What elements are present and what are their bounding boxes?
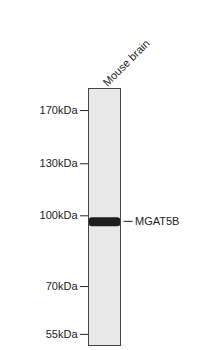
svg-text:170kDa: 170kDa — [40, 104, 79, 116]
svg-text:70kDa: 70kDa — [46, 280, 79, 292]
svg-text:MGAT5B: MGAT5B — [135, 215, 179, 227]
svg-text:55kDa: 55kDa — [46, 328, 79, 340]
svg-text:100kDa: 100kDa — [40, 209, 79, 221]
svg-text:130kDa: 130kDa — [40, 157, 79, 169]
svg-text:Mouse brain: Mouse brain — [100, 37, 151, 88]
